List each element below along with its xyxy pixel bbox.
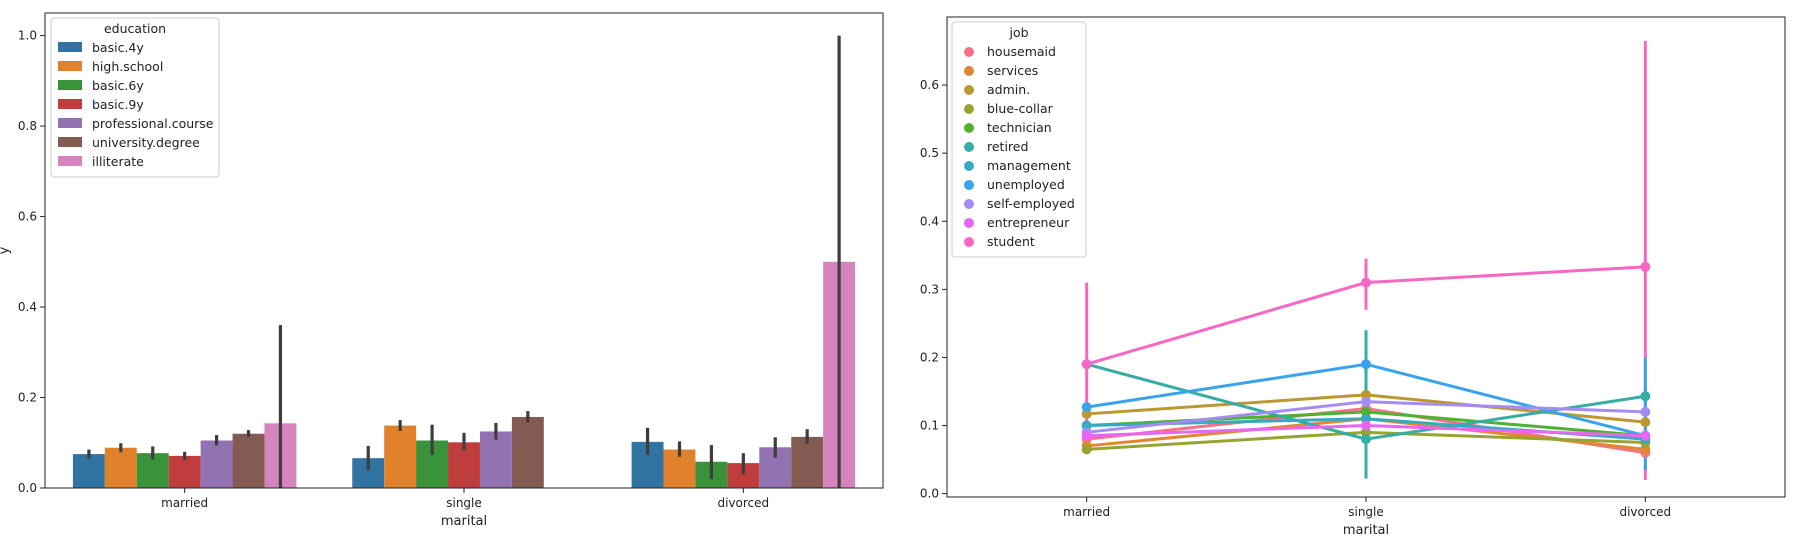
y-tick-label: 0.0: [920, 487, 939, 501]
legend-marker-admin.: [964, 85, 974, 95]
point-student-divorced: [1640, 261, 1651, 272]
legend-entry: illiterate: [92, 154, 144, 169]
point-entrepreneur-married: [1081, 430, 1092, 441]
legend-entry: high.school: [92, 59, 163, 74]
x-tick-label: married: [1063, 505, 1110, 519]
legend-marker-student: [964, 237, 974, 247]
x-tick-label: divorced: [1619, 505, 1671, 519]
point-retired-divorced: [1640, 391, 1651, 402]
y-tick-label: 0.0: [18, 481, 37, 495]
legend-marker-retired: [964, 142, 974, 152]
legend-entry: services: [987, 63, 1038, 78]
point-student-married: [1081, 359, 1092, 370]
point-unemployed-married: [1081, 402, 1092, 413]
y-tick-label: 1.0: [18, 29, 37, 43]
legend-entry: retired: [987, 139, 1028, 154]
legend-marker-technician: [964, 123, 974, 133]
legend-marker-blue-collar: [964, 104, 974, 114]
bar-basic.9y-married: [168, 455, 201, 488]
point-self-employed-divorced: [1640, 406, 1651, 417]
legend-entry: basic.6y: [92, 78, 144, 93]
legend-swatch-illiterate: [58, 156, 82, 166]
x-tick-label: divorced: [717, 496, 769, 510]
legend-entry: admin.: [987, 82, 1030, 97]
legend-entry: student: [987, 234, 1035, 249]
point-retired-single: [1361, 434, 1371, 445]
y-tick-label: 0.4: [18, 300, 37, 314]
point-entrepreneur-divorced: [1640, 430, 1651, 441]
legend-marker-services: [964, 66, 974, 76]
legend-swatch-professional.course: [58, 118, 82, 128]
legend-entry: basic.9y: [92, 97, 144, 112]
bar-university.degree-married: [232, 433, 265, 488]
legend-marker-entrepreneur: [964, 218, 974, 228]
legend-entry: housemaid: [987, 44, 1056, 59]
bar-high.school-married: [104, 447, 137, 488]
y-tick-label: 0.1: [920, 419, 939, 433]
y-tick-label: 0.6: [18, 210, 37, 224]
bar-university.degree-single: [511, 416, 544, 488]
bar-professional.course-married: [200, 440, 233, 488]
y-axis-label: y: [0, 246, 12, 254]
legend-marker-self-employed: [964, 199, 974, 209]
legend-marker-unemployed: [964, 180, 974, 190]
legend-entry: self-employed: [987, 196, 1075, 211]
legend-swatch-university.degree: [58, 137, 82, 147]
x-tick-label: single: [1348, 505, 1384, 519]
point-self-employed-single: [1361, 396, 1371, 407]
y-tick-label: 0.5: [920, 146, 939, 160]
legend-swatch-basic.4y: [58, 42, 82, 52]
legend-entry: professional.course: [92, 116, 214, 131]
y-tick-label: 0.8: [18, 119, 37, 133]
y-tick-label: 0.2: [18, 391, 37, 405]
point-blue-collar-married: [1081, 444, 1092, 455]
legend-marker-housemaid: [964, 47, 974, 57]
legend-entry: unemployed: [987, 177, 1065, 192]
right-point-chart: 0.0 0.1 0.2 0.3 0.4 0.5 0.6 married single divorc…: [920, 16, 1786, 538]
bar-professional.course-single: [479, 431, 512, 488]
point-admin.-divorced: [1640, 417, 1651, 428]
legend-marker-management: [964, 161, 974, 171]
legend-entry: entrepreneur: [987, 215, 1070, 230]
bar-university.degree-divorced: [791, 436, 824, 488]
legend-swatch-basic.9y: [58, 99, 82, 109]
bar-basic.4y-married: [72, 454, 105, 488]
left-bar-chart: 0.0 0.2 0.4 0.6 0.8 1.0 married single divorced m…: [0, 12, 884, 529]
y-tick-label: 0.4: [920, 214, 939, 228]
point-student-single: [1361, 277, 1371, 288]
legend-title: education: [104, 21, 166, 36]
legend-swatch-basic.6y: [58, 80, 82, 90]
legend-entry: technician: [987, 120, 1052, 135]
y-tick-label: 0.2: [920, 350, 939, 364]
legend-swatch-high.school: [58, 61, 82, 71]
legend-title: job: [1008, 25, 1028, 40]
y-tick-label: 0.6: [920, 78, 939, 92]
x-axis-label: marital: [1343, 523, 1389, 538]
point-entrepreneur-single: [1361, 420, 1371, 431]
x-tick-label: married: [161, 496, 208, 510]
y-tick-label: 0.3: [920, 282, 939, 296]
legend-box: [951, 21, 1087, 258]
legend-box: [50, 17, 220, 178]
x-tick-label: single: [446, 496, 482, 510]
legend-entry: management: [987, 158, 1071, 173]
bar-high.school-single: [384, 425, 417, 488]
legend-entry: university.degree: [92, 135, 200, 150]
legend-entry: blue-collar: [987, 101, 1054, 116]
point-unemployed-single: [1361, 359, 1371, 370]
x-axis-label: marital: [441, 514, 487, 529]
legend-entry: basic.4y: [92, 40, 144, 55]
